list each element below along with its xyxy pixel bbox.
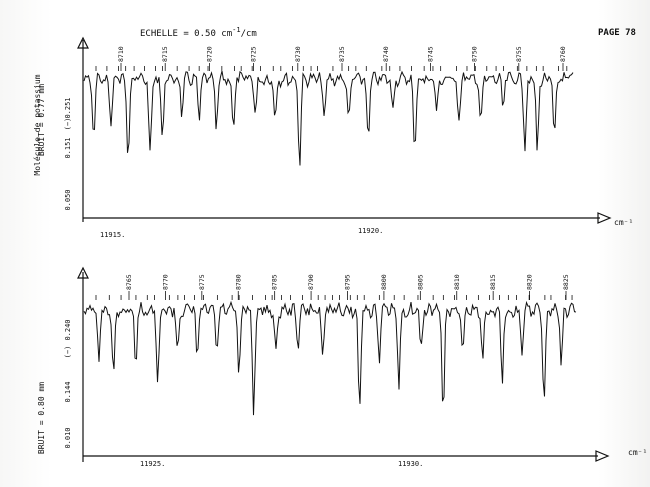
x-axis-arrow-icon bbox=[597, 212, 612, 224]
line-number-label: 8795 bbox=[344, 274, 352, 290]
x-unit: cm⁻¹ bbox=[628, 448, 647, 457]
spectrum-trace bbox=[83, 70, 574, 166]
line-number-label: 8715 bbox=[161, 46, 169, 62]
line-number-label: 8820 bbox=[526, 274, 534, 290]
wavenumber-label: 11920. bbox=[358, 227, 383, 235]
line-number-label: 8745 bbox=[426, 46, 434, 62]
line-number-label: 8805 bbox=[416, 274, 424, 290]
line-number-label: 8825 bbox=[562, 274, 570, 290]
line-number-label: 8755 bbox=[515, 46, 523, 62]
y-axis-arrow-icon bbox=[77, 36, 89, 49]
line-number-label: 8785 bbox=[271, 274, 279, 290]
ytick-label: 0.240 bbox=[64, 319, 72, 340]
ytick-label: 0.144 bbox=[64, 381, 72, 402]
wavenumber-label: 11925. bbox=[140, 460, 165, 468]
line-number-label: 8740 bbox=[382, 46, 390, 62]
line-number-label: 8810 bbox=[453, 274, 461, 290]
scale-label: ECHELLE = 0.50 cm-1/cm bbox=[140, 26, 257, 39]
line-number-label: 8760 bbox=[559, 46, 567, 62]
line-number-label: 8775 bbox=[198, 274, 206, 290]
ytick-label: 0.251 bbox=[64, 97, 72, 118]
line-number-label: 8770 bbox=[161, 274, 169, 290]
units-label: (−) bbox=[64, 118, 72, 131]
line-number-label: 8790 bbox=[307, 274, 315, 290]
ytick-label: 0.050 bbox=[64, 189, 72, 210]
line-number-label: 8725 bbox=[250, 46, 258, 62]
noise-label-1: BRUIT = 0.77 mm bbox=[37, 84, 46, 156]
spectrum-panel-1: cm⁻¹ 0.251 0.151 0.050 (−) 11915. 11920.… bbox=[64, 36, 633, 239]
ytick-label: 0.151 bbox=[64, 137, 72, 158]
line-number-label: 8710 bbox=[117, 46, 125, 62]
molecule-label: Molécule de potassium bbox=[32, 74, 42, 175]
x-axis-arrow-icon bbox=[595, 450, 610, 462]
spectrum-trace bbox=[83, 300, 577, 416]
line-number-label: 8730 bbox=[294, 46, 302, 62]
line-number-label: 8815 bbox=[489, 274, 497, 290]
line-number-label: 8800 bbox=[380, 274, 388, 290]
line-number-label: 8780 bbox=[234, 274, 242, 290]
ytick-label: 0.010 bbox=[64, 427, 72, 448]
x-unit: cm⁻¹ bbox=[614, 218, 633, 227]
noise-label-2: BRUIT = 0.80 mm bbox=[37, 382, 46, 454]
line-number-label: 8735 bbox=[338, 46, 346, 62]
y-axis-arrow-icon bbox=[77, 266, 89, 279]
line-number-label: 8765 bbox=[125, 274, 133, 290]
line-number-label: 8720 bbox=[205, 46, 213, 62]
spectrum-panel-2: cm⁻¹ 0.240 0.144 0.010 (−) 11925. 11930.… bbox=[64, 266, 647, 468]
page-number: PAGE 78 bbox=[598, 28, 636, 38]
wavenumber-label: 11915. bbox=[100, 231, 125, 239]
wavenumber-label: 11930. bbox=[398, 460, 423, 468]
units-label: (−) bbox=[64, 346, 72, 359]
line-number-label: 8750 bbox=[471, 46, 479, 62]
